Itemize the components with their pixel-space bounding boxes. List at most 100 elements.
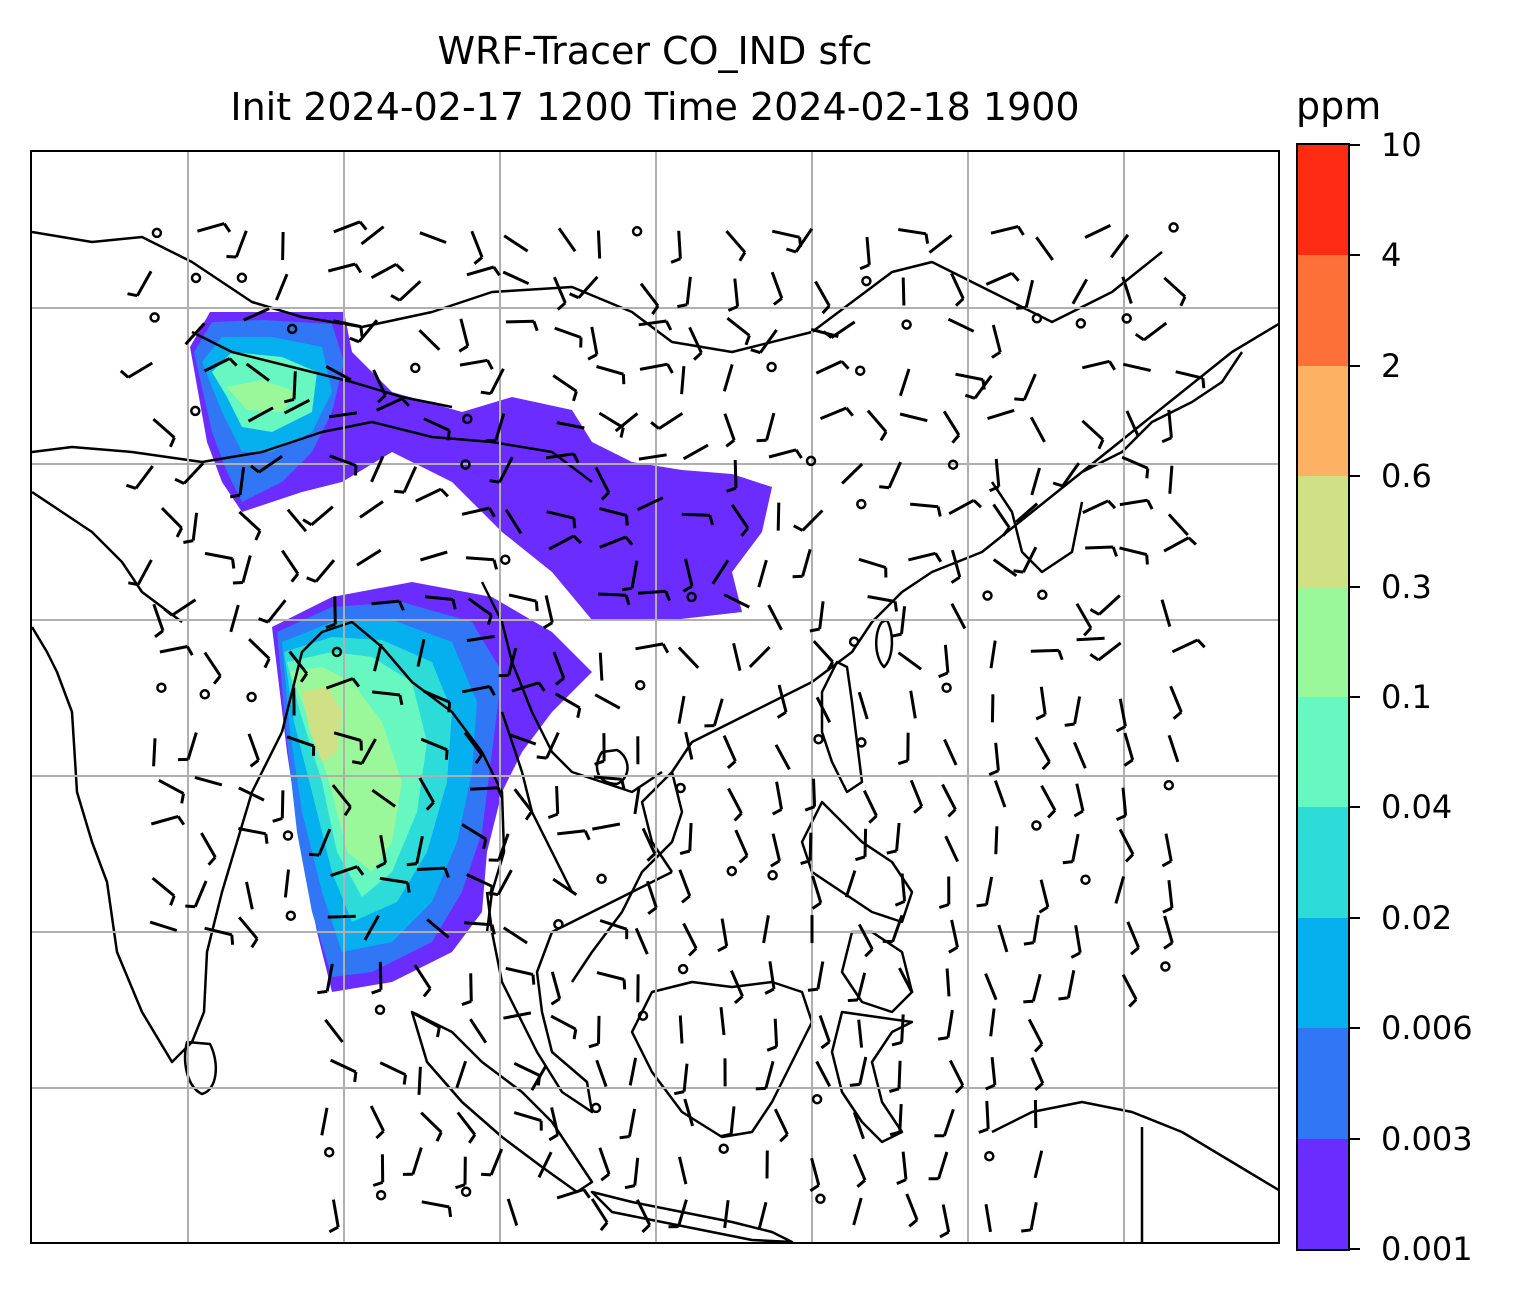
wind-barb [459,358,494,370]
wind-barb-shaft [424,595,454,601]
wind-barb-shaft [593,775,622,781]
wind-barb-flag [889,1130,901,1137]
wind-barb-shaft [245,362,270,382]
wind-barb-shaft [152,417,176,439]
wind-barb [1029,416,1046,443]
wind-barb [1171,638,1206,654]
wind-barb-shaft [1081,419,1105,441]
wind-barb [1163,915,1174,950]
wind-barb [849,1056,868,1087]
wind-barb [1084,224,1112,239]
wind-barb-flag [845,407,854,417]
wind-barb-layer [119,220,1206,1239]
wind-barb [1121,276,1133,304]
wind-barb-flag [600,491,610,501]
coastline-vietnam [570,771,684,983]
wind-barb-flag [620,778,626,790]
wind-barb [152,738,157,767]
wind-barb [757,1201,768,1230]
wind-barb-shaft [867,595,896,603]
wind-barb-flag [358,220,368,231]
wind-barb [727,278,740,312]
wind-barb [283,371,297,404]
colorbar-tick [1350,1137,1360,1140]
wind-barb [552,651,566,686]
wind-barb [556,421,585,430]
wind-barb-shaft [596,230,602,259]
calm-wind-marker [596,873,607,885]
wind-barb-flag [398,694,404,706]
wind-barb-flag [119,369,130,379]
wind-barb-flag [1124,853,1135,863]
wind-barb [857,691,869,720]
wind-barb [151,876,176,906]
wind-barb [1160,599,1172,628]
wind-barb-shaft [200,832,217,859]
wind-barb [331,784,352,817]
wind-barb-flag [406,882,411,893]
wind-barb [329,454,358,476]
wind-barb-shaft [530,1065,548,1091]
wind-barb [1081,419,1105,450]
wind-barb-shaft [722,363,734,392]
wind-barb-flag [455,1183,466,1190]
wind-barb [989,1008,996,1037]
wind-barb [993,780,1007,808]
wind-barb-shaft [910,502,939,509]
wind-barb-flag [174,477,185,485]
wind-barb [1081,359,1116,371]
wind-barb-shaft [1022,546,1038,573]
wind-barb [238,916,259,949]
wind-barb [898,228,930,244]
wind-barb [815,696,832,723]
wind-barb [557,829,591,841]
wind-barb [992,503,1011,537]
wind-barb-shaft [466,634,495,643]
wind-barb [730,503,750,537]
wind-barb-shaft [363,914,380,941]
wind-barb-shaft [356,548,382,567]
wind-barb [1058,970,1076,1001]
wind-barb [351,738,377,765]
wind-barb-flag [744,334,751,346]
wind-barb-shaft [722,734,737,762]
wind-barb-flag [588,1042,599,1049]
wind-barb [470,230,484,265]
wind-barb-flag [1097,439,1105,450]
wind-barb-flag [734,995,744,1005]
calm-wind-marker [856,498,867,510]
wind-barb [419,550,448,562]
wind-barb [896,1151,908,1185]
map-panel [30,150,1280,1244]
wind-barb-flag [800,859,811,866]
wind-barb-shaft [596,971,625,981]
wind-barb [1040,784,1057,819]
wind-barb-shaft [641,827,657,855]
colorbar-tick [1350,254,1360,257]
wind-barb-shaft [1081,359,1110,370]
wind-barb [596,230,602,259]
wind-barb-shaft [359,500,384,519]
wind-barb-flag [924,233,930,244]
wind-barb-shaft [159,645,188,654]
wind-barb-shaft [420,737,448,752]
wind-barb-shaft [727,787,743,814]
wind-barb [288,650,309,683]
wind-barb-shaft [229,604,240,633]
wind-barb [859,236,871,271]
wind-barb-shaft [598,652,604,681]
wind-barb-flag [886,849,897,855]
wind-barb-flag [847,998,859,1003]
wind-barb [889,1104,903,1137]
wind-barb [390,280,422,302]
wind-barb [809,601,825,633]
wind-barb-flag [807,987,819,992]
wind-barb-shaft [127,361,154,379]
wind-barb-shaft [678,1156,688,1185]
wind-barb-flag [306,576,317,583]
wind-barb-flag [1163,941,1174,950]
chart-title-line2: Init 2024-02-17 1200 Time 2024-02-18 190… [230,85,1080,129]
wind-barb [421,1200,453,1218]
wind-barb [1033,1150,1044,1179]
calm-wind-marker [718,1143,729,1154]
